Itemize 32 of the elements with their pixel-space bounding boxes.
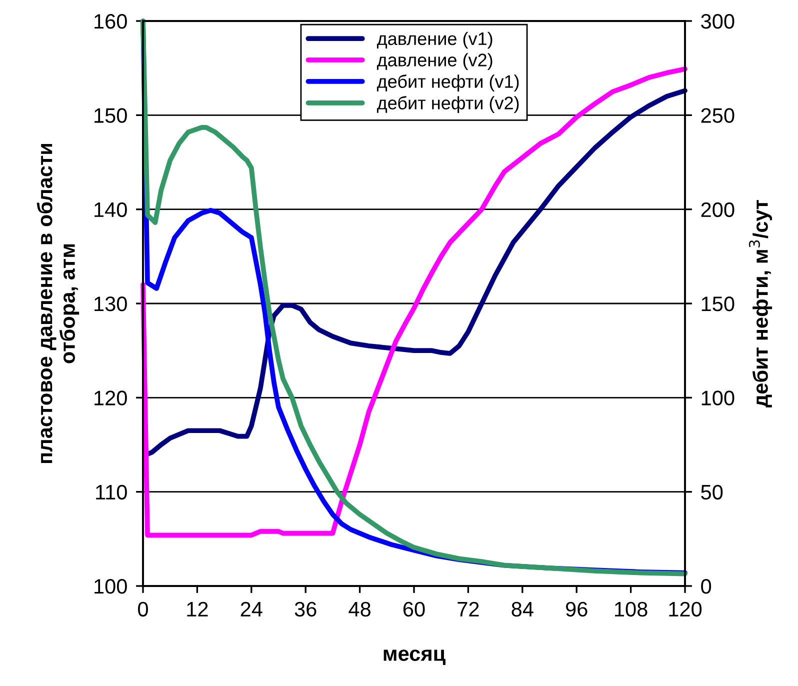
x-tick-label: 96 [566, 602, 588, 617]
x-tick-label: 0 [138, 602, 148, 617]
y-tick-label: 100 [94, 579, 127, 594]
y-tick-label: 110 [96, 484, 127, 500]
y-tick-label: 120 [94, 390, 127, 406]
x-tick-label: 72 [458, 602, 479, 616]
x-tick-label: 120 [669, 602, 702, 617]
y2-tick-label: 100 [702, 390, 734, 406]
x-tick-label: 108 [615, 602, 648, 617]
y2-axis-title: дебит нефти, м$^{3}$/сут [748, 200, 772, 408]
x-tick-label: 48 [348, 602, 370, 617]
legend-label: дебит нефти (v1) [376, 74, 519, 92]
legend-label: дебит нефти (v2) [376, 96, 519, 114]
x-tick-label: 12 [187, 602, 208, 616]
x-tick-label: 60 [403, 602, 425, 617]
y2-tick-label: 200 [701, 202, 734, 218]
legend-label: давление (v1) [376, 32, 492, 49]
y-tick-label: 160 [94, 14, 127, 29]
y2-tick-label: 150 [702, 296, 734, 312]
y2-tick-label: 300 [701, 14, 734, 29]
y2-tick-label: 50 [701, 484, 723, 500]
y-tick-label: 150 [94, 108, 127, 123]
y-tick-label: 140 [94, 202, 127, 218]
y2-tick-label: 250 [701, 108, 734, 123]
x-tick-label: 84 [512, 602, 534, 617]
x-tick-label: 36 [294, 602, 316, 617]
y-tick-label: 130 [94, 296, 127, 312]
legend-label: давление (v2) [376, 53, 492, 70]
y-axis-title: пластовое давление в области отбора, атм [36, 144, 80, 464]
x-tick-label: 24 [240, 602, 262, 616]
x-axis-title: месяц [384, 650, 446, 665]
y2-tick-label: 0 [701, 579, 712, 594]
